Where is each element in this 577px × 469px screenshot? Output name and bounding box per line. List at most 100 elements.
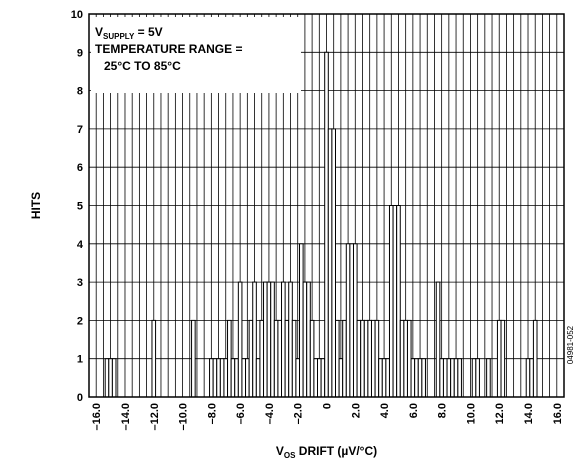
x-tick-label: –14.0 bbox=[120, 403, 132, 431]
x-tick-label: 8.0 bbox=[437, 403, 449, 418]
histogram-bar bbox=[334, 319, 340, 398]
histogram-bar bbox=[342, 319, 347, 398]
x-tick-label: –12.0 bbox=[149, 403, 161, 431]
y-tick-label: 6 bbox=[77, 162, 83, 174]
histogram-bar bbox=[284, 319, 290, 398]
x-tick-label: 10.0 bbox=[465, 403, 477, 424]
x-tick-label: –6.0 bbox=[235, 403, 247, 424]
histogram-bar bbox=[309, 319, 315, 398]
x-tick-label: –2.0 bbox=[293, 403, 305, 424]
histogram-bar bbox=[277, 319, 283, 398]
histogram-bar bbox=[370, 319, 376, 398]
histogram-bar bbox=[381, 358, 387, 398]
histogram-bar bbox=[111, 358, 117, 398]
histogram-bar bbox=[291, 319, 297, 398]
histogram-bar bbox=[417, 358, 423, 398]
y-tick-label: 10 bbox=[71, 9, 83, 21]
histogram-bar bbox=[345, 243, 351, 398]
histogram-bars bbox=[104, 51, 538, 398]
histogram-bar bbox=[396, 205, 401, 398]
histogram-bar bbox=[496, 319, 502, 398]
x-tick-label: –10.0 bbox=[178, 403, 190, 431]
histogram-bar bbox=[209, 358, 214, 398]
y-tick-label: 8 bbox=[77, 86, 83, 98]
histogram-bar bbox=[263, 281, 268, 398]
histogram-bar bbox=[259, 319, 265, 398]
histogram-bar bbox=[349, 243, 354, 398]
y-axis-title: HITS bbox=[29, 192, 43, 219]
histogram-bar bbox=[532, 319, 538, 398]
histogram-bar bbox=[410, 358, 416, 398]
histogram-bar bbox=[442, 358, 448, 398]
histogram-bar bbox=[392, 205, 398, 398]
histogram-bar bbox=[234, 358, 239, 398]
histogram-bar bbox=[439, 358, 444, 398]
histogram-bar bbox=[227, 319, 232, 398]
histogram-bar bbox=[288, 281, 293, 398]
histogram-bar bbox=[313, 358, 319, 398]
histogram-bar bbox=[471, 358, 477, 398]
annotation-supply: VSUPPLY = 5V bbox=[95, 25, 163, 41]
y-tick-label: 7 bbox=[77, 124, 83, 136]
y-tick-label: 4 bbox=[77, 239, 84, 251]
histogram-bar bbox=[331, 128, 336, 398]
figure-id: 04981-052 bbox=[566, 325, 575, 364]
histogram-bar bbox=[525, 358, 531, 398]
x-tick-label: 4.0 bbox=[379, 403, 391, 418]
histogram-bar bbox=[367, 319, 372, 398]
histogram-bar bbox=[306, 281, 311, 398]
histogram-bar bbox=[299, 243, 304, 398]
histogram-bar bbox=[241, 358, 247, 398]
histogram-bar bbox=[151, 319, 157, 398]
histogram-bar bbox=[486, 358, 491, 398]
histogram-bar bbox=[529, 358, 534, 398]
histogram-bar bbox=[212, 358, 218, 398]
histogram-bar bbox=[435, 281, 441, 398]
histogram-bar bbox=[273, 319, 279, 398]
histogram-bar bbox=[453, 358, 459, 398]
x-tick-label: 6.0 bbox=[408, 403, 420, 418]
x-tick-label: –4.0 bbox=[264, 403, 276, 424]
annotation-background bbox=[91, 17, 301, 93]
histogram-bar bbox=[270, 281, 275, 398]
histogram-bar bbox=[450, 358, 455, 398]
x-tick-label: 12.0 bbox=[494, 403, 506, 424]
histogram-bar bbox=[352, 243, 358, 398]
histogram-bar bbox=[406, 319, 412, 398]
x-tick-label: 2.0 bbox=[350, 403, 362, 418]
histogram-bar bbox=[320, 358, 326, 398]
histogram-bar bbox=[108, 358, 113, 398]
histogram-bar bbox=[104, 358, 110, 398]
histogram-bar bbox=[281, 281, 286, 398]
histogram-bar bbox=[255, 358, 261, 398]
histogram-bar bbox=[421, 358, 426, 398]
histogram-bar bbox=[252, 281, 257, 398]
histogram-bar bbox=[219, 358, 225, 398]
x-axis-tick-labels: –16.0 –14.0 –12.0 –10.0 –8.0 –6.0 –4.0 –2.0 0 2.0… bbox=[91, 403, 564, 431]
histogram-bar bbox=[363, 319, 369, 398]
x-tick-label: –8.0 bbox=[206, 403, 218, 424]
histogram-bar bbox=[457, 358, 462, 398]
histogram-bar bbox=[324, 51, 329, 398]
histogram-bar bbox=[475, 358, 480, 398]
histogram-bar bbox=[245, 358, 250, 398]
y-tick-label: 5 bbox=[77, 201, 83, 213]
y-axis-tick-labels: 0 1 2 3 4 5 6 7 8 9 10 bbox=[71, 9, 84, 404]
histogram-bar bbox=[378, 358, 383, 398]
y-tick-label: 9 bbox=[77, 47, 83, 59]
y-tick-label: 2 bbox=[77, 315, 83, 327]
x-tick-label: 16.0 bbox=[552, 403, 564, 424]
histogram-bar bbox=[356, 319, 362, 398]
y-tick-label: 3 bbox=[77, 277, 83, 289]
histogram-bar bbox=[237, 281, 243, 398]
x-tick-label: –16.0 bbox=[91, 403, 103, 431]
histogram-bar bbox=[317, 358, 322, 398]
y-tick-label: 0 bbox=[77, 392, 83, 404]
histogram-bar bbox=[414, 358, 419, 398]
histogram-bar bbox=[338, 358, 344, 398]
histogram-bar bbox=[216, 358, 221, 398]
histogram-bar bbox=[360, 319, 365, 398]
histogram-bar bbox=[374, 319, 380, 398]
histogram-bar bbox=[230, 358, 236, 398]
